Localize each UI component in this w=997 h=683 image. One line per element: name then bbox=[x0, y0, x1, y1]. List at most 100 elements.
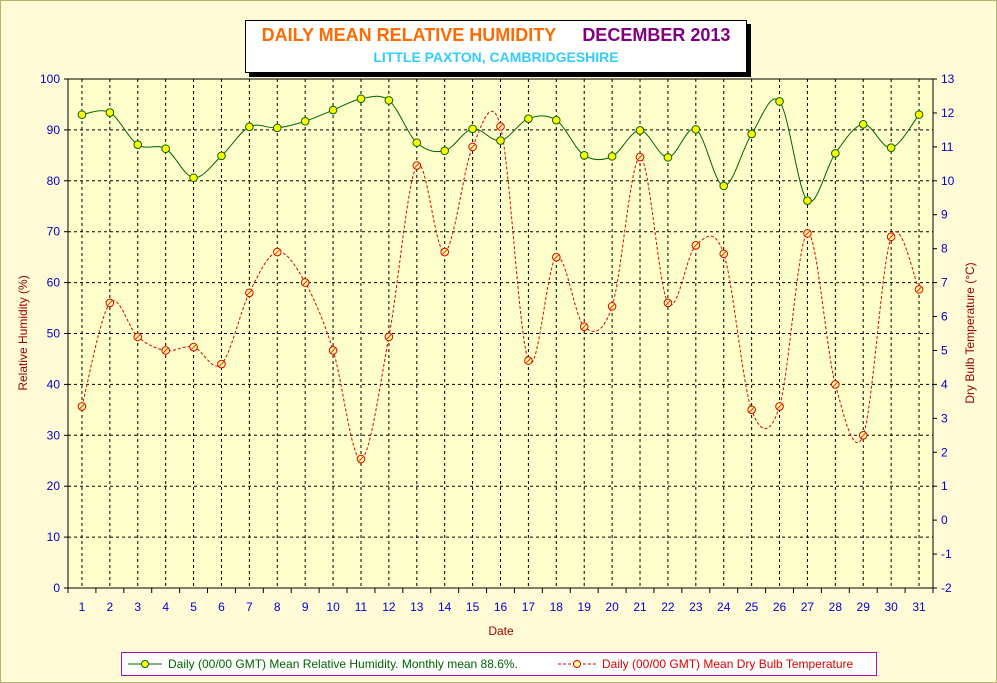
temperature-point bbox=[496, 122, 505, 131]
y-tick-label: 30 bbox=[47, 428, 61, 442]
legend-humidity-swatch bbox=[128, 660, 162, 668]
temperature-point bbox=[803, 229, 812, 238]
x-tick-label: 18 bbox=[550, 600, 564, 614]
series-layer bbox=[77, 94, 924, 464]
temperature-marker-slash bbox=[274, 249, 280, 255]
temperature-point bbox=[161, 346, 170, 355]
y-tick-label: 60 bbox=[47, 276, 61, 290]
temperature-point bbox=[77, 402, 87, 411]
temperature-marker-slash bbox=[330, 347, 336, 353]
x-axis-title: Date bbox=[488, 624, 514, 638]
x-tick-label: 7 bbox=[246, 600, 253, 614]
humidity-marker bbox=[552, 115, 561, 125]
humidity-marker bbox=[663, 153, 673, 162]
temperature-marker-slash bbox=[609, 303, 615, 309]
temperature-point bbox=[858, 431, 868, 440]
x-tick-label: 24 bbox=[717, 600, 731, 614]
legend: Daily (00/00 GMT) Mean Relative Humidity… bbox=[121, 652, 877, 676]
temperature-marker-slash bbox=[414, 163, 420, 169]
y2-tick-label: 11 bbox=[941, 140, 954, 154]
temperature-point bbox=[412, 161, 422, 170]
y2-tick-label: 2 bbox=[941, 445, 948, 459]
temperature-point bbox=[328, 346, 338, 355]
chart-subtitle: LITTLE PAXTON, CAMBRIDGESHIRE bbox=[373, 49, 619, 65]
x-tick-label: 15 bbox=[466, 600, 480, 614]
temperature-point bbox=[663, 298, 673, 308]
x-tick-label: 19 bbox=[578, 600, 592, 614]
y-tick-label: 10 bbox=[47, 530, 61, 544]
humidity-marker bbox=[886, 143, 896, 153]
x-tick-label: 27 bbox=[801, 600, 815, 614]
temperature-point bbox=[217, 359, 226, 369]
temperature-marker-slash bbox=[553, 254, 559, 260]
y2-tick-label: 1 bbox=[941, 479, 948, 493]
y2-tick-label: 8 bbox=[941, 242, 948, 256]
humidity-marker bbox=[133, 140, 143, 149]
x-tick-label: 9 bbox=[302, 600, 309, 614]
temperature-point bbox=[384, 332, 394, 342]
humidity-marker bbox=[831, 149, 840, 158]
x-tick-label: 22 bbox=[661, 600, 675, 614]
y2-tick-label: 10 bbox=[941, 174, 955, 188]
humidity-marker bbox=[328, 105, 338, 115]
temperature-marker-slash bbox=[302, 280, 308, 286]
humidity-marker bbox=[217, 151, 226, 161]
temperature-point bbox=[272, 247, 282, 257]
humidity-marker bbox=[524, 114, 533, 124]
temperature-point bbox=[189, 342, 198, 352]
humidity-marker bbox=[272, 123, 282, 133]
y-tick-label: 20 bbox=[47, 479, 61, 493]
x-tick-label: 13 bbox=[410, 600, 424, 614]
humidity-marker bbox=[245, 122, 254, 132]
temperature-marker-slash bbox=[637, 154, 643, 160]
y-tick-label: 100 bbox=[40, 72, 60, 86]
humidity-marker bbox=[356, 94, 366, 104]
temperature-marker-slash bbox=[218, 361, 224, 367]
temperature-marker-slash bbox=[860, 432, 866, 438]
x-tick-label: 31 bbox=[912, 600, 926, 614]
x-tick-label: 3 bbox=[134, 600, 141, 614]
temperature-point bbox=[691, 240, 701, 250]
x-tick-label: 30 bbox=[884, 600, 898, 614]
temperature-point bbox=[468, 142, 477, 152]
y2-tick-label: 5 bbox=[941, 343, 948, 357]
x-tick-label: 23 bbox=[689, 600, 703, 614]
y2-tick-label: 12 bbox=[941, 106, 955, 120]
temperature-marker-slash bbox=[777, 403, 783, 409]
temperature-marker-slash bbox=[665, 300, 671, 306]
y-tick-label: 90 bbox=[47, 123, 61, 137]
humidity-marker bbox=[579, 151, 589, 160]
humidity-marker bbox=[914, 110, 924, 119]
humidity-marker bbox=[635, 126, 645, 135]
x-tick-label: 16 bbox=[494, 600, 508, 614]
chart-month: DECEMBER 2013 bbox=[582, 25, 731, 45]
humidity-marker bbox=[607, 152, 617, 161]
humidity-marker bbox=[691, 125, 701, 134]
temperature-point bbox=[133, 332, 143, 342]
temperature-marker-slash bbox=[135, 334, 141, 340]
y-axis-title: Relative Humidity (%) bbox=[16, 275, 30, 390]
temperature-point bbox=[524, 356, 533, 365]
x-tick-label: 25 bbox=[745, 600, 759, 614]
x-tick-label: 6 bbox=[218, 600, 225, 614]
temperature-marker-slash bbox=[79, 403, 85, 409]
x-tick-label: 5 bbox=[190, 600, 197, 614]
temperature-marker-slash bbox=[358, 456, 364, 462]
temperature-marker-slash bbox=[581, 324, 587, 330]
temperature-point bbox=[552, 252, 561, 262]
temperature-point bbox=[831, 380, 840, 389]
y2-tick-label: -2 bbox=[941, 581, 952, 595]
y-tick-label: 70 bbox=[47, 225, 61, 239]
y-tick-label: 0 bbox=[53, 581, 60, 595]
chart-title: DAILY MEAN RELATIVE HUMIDITY bbox=[261, 25, 557, 45]
temperature-marker-slash bbox=[498, 124, 503, 129]
humidity-marker bbox=[440, 146, 449, 156]
y2-axis-title: Dry Bulb Temperature (°C) bbox=[963, 262, 977, 403]
humidity-marker bbox=[719, 181, 729, 191]
axis-ticks: 0102030405060708090100-2-101234567891011… bbox=[40, 72, 955, 614]
y2-tick-label: 4 bbox=[941, 377, 948, 391]
temperature-marker-slash bbox=[163, 347, 169, 353]
temperature-point bbox=[914, 285, 924, 294]
humidity-marker bbox=[161, 144, 170, 154]
